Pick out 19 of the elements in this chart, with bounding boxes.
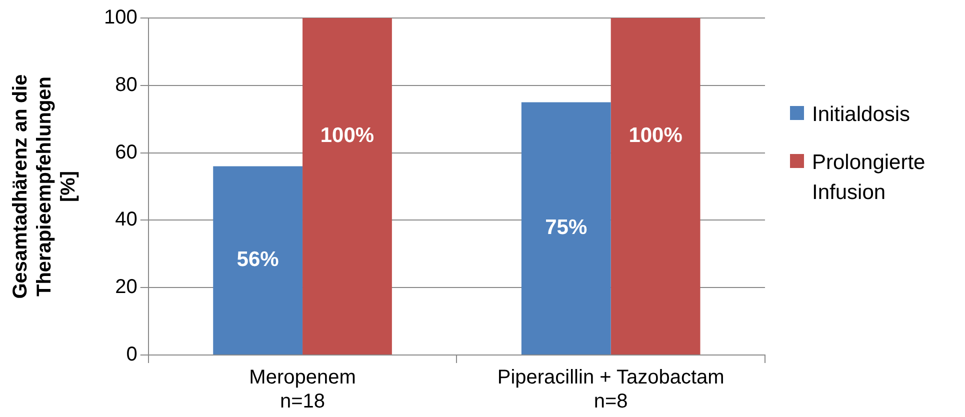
- y-tick-label: 20: [115, 276, 138, 298]
- legend-label: Prolongierte Infusion: [812, 150, 926, 206]
- x-tick-label: Meropenem n=18: [249, 366, 356, 413]
- y-tick-label: 60: [115, 141, 138, 164]
- data-label: 75%: [545, 216, 588, 240]
- y-tick-label: 40: [115, 208, 138, 231]
- y-tick-label: 0: [126, 344, 138, 366]
- legend-label: Initialdosis: [812, 102, 912, 128]
- data-label: 100%: [320, 124, 374, 148]
- y-tick-label: 80: [115, 74, 138, 96]
- data-label: 100%: [628, 124, 683, 148]
- x-tick-label: Piperacillin + Tazobactam n=8: [497, 366, 724, 413]
- bar: [610, 18, 700, 354]
- data-label: 56%: [236, 248, 280, 272]
- y-axis-title: Gesamtadhärenz an die Therapieempfehlungen [%]: [10, 74, 80, 299]
- bar: [213, 166, 303, 354]
- bar: [302, 18, 392, 354]
- bar: [521, 102, 611, 354]
- y-tick-label: 100: [104, 6, 138, 29]
